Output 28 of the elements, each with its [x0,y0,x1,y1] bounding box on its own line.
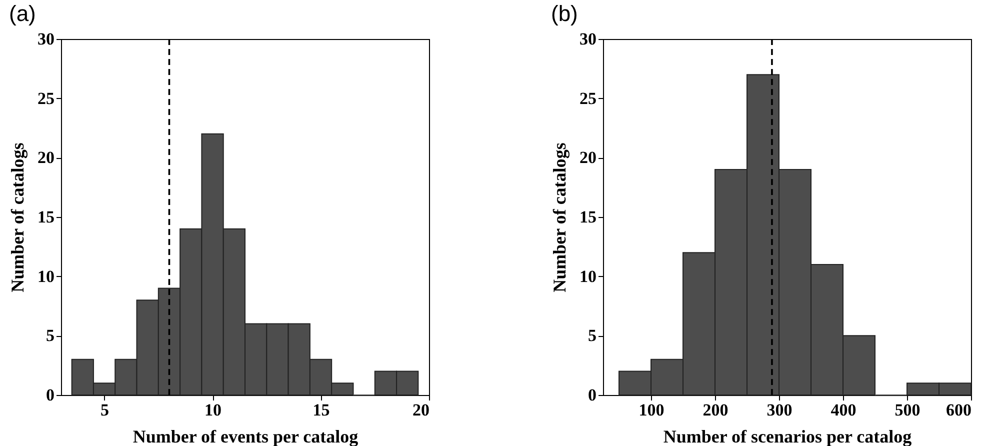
y-tick-label: 10 [38,266,54,286]
y-tick-label: 15 [580,208,596,226]
x-tick-label: 15 [312,400,330,420]
x-tick-label: 300 [766,400,792,420]
y-axis-title: Number of catalogs [8,142,28,292]
chart-title: (b) [551,1,578,26]
y-tick-label: 5 [588,326,596,346]
y-tick-label: 20 [580,148,596,168]
y-tick-label: 25 [580,88,596,108]
y-tick-label: 0 [46,386,54,404]
chart-title: (a) [9,1,36,26]
x-tick-label: 200 [702,400,728,420]
x-tick-label: 20 [412,400,430,420]
y-tick-label: 25 [38,88,54,108]
x-tick-label: 400 [830,400,856,420]
y-tick-label: 20 [38,148,54,168]
x-tick-label: 10 [204,400,222,420]
x-tick-label: 600 [946,400,972,420]
y-tick-label: 10 [580,266,596,286]
x-tick-label: 500 [894,400,920,420]
x-tick-label: 100 [638,400,664,420]
y-tick-label: 5 [46,326,54,346]
y-tick-label: 30 [38,30,54,48]
y-tick-label: 0 [588,386,596,404]
y-tick-label: 30 [580,30,596,48]
x-tick-label: 5 [100,400,110,420]
y-tick-label: 15 [38,208,54,226]
y-axis-title: Number of catalogs [550,142,570,292]
